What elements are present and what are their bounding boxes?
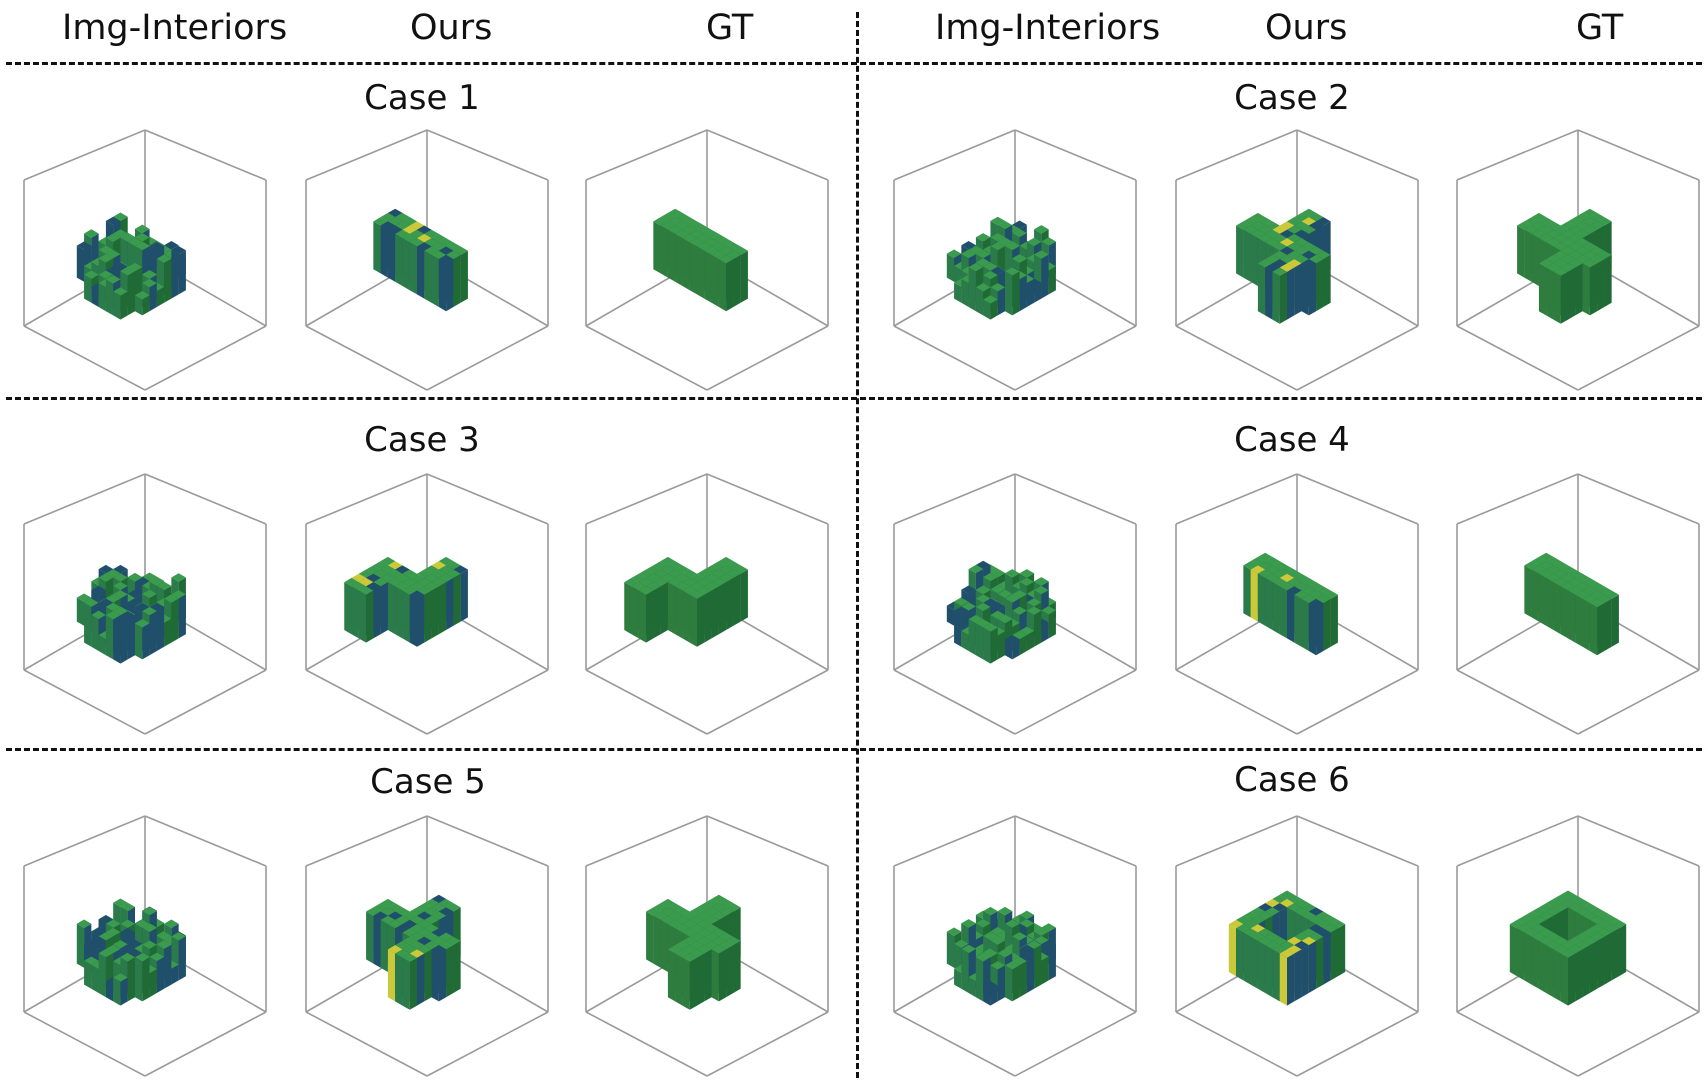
header-gt-right: GT (1576, 8, 1624, 48)
divider-row-1 (6, 397, 1702, 400)
case-4-title: Case 4 (1234, 420, 1350, 460)
case-1-gt-panel (582, 126, 832, 394)
voxel-shape (1509, 890, 1627, 1006)
axis-box (23, 815, 267, 1077)
voxel-shape (1517, 208, 1612, 324)
case-2-gt-voxels (1456, 129, 1700, 391)
axis-box (23, 129, 267, 391)
case-6-ours-panel (1172, 812, 1422, 1080)
case-5-gt-panel (582, 812, 832, 1080)
header-ours-right: Ours (1265, 8, 1348, 48)
voxel-shape (946, 216, 1056, 320)
voxel-shape (946, 560, 1056, 664)
header-img-interiors-right: Img-Interiors (935, 8, 1161, 48)
case-4-gt-voxels (1456, 473, 1700, 735)
case-3-gt-panel (582, 470, 832, 738)
case-3-ours-voxels (305, 473, 549, 735)
case-1-img-interiors-voxels (23, 129, 267, 391)
case-2-img-interiors-panel (890, 126, 1140, 394)
case-5-ours-voxels (305, 815, 549, 1077)
voxel-shape (1236, 208, 1331, 324)
header-ours-left: Ours (410, 8, 493, 48)
case-4-gt-panel (1453, 470, 1703, 738)
case-4-img-interiors-panel (890, 470, 1140, 738)
voxel-shape (1524, 552, 1619, 656)
voxel-shape (624, 556, 748, 647)
case-1-title: Case 1 (364, 78, 480, 118)
case-1-gt-voxels (585, 129, 829, 391)
case-6-gt-voxels (1456, 815, 1700, 1077)
case-5-title: Case 5 (370, 762, 486, 802)
axis-box (585, 473, 829, 735)
case-5-ours-panel (302, 812, 552, 1080)
case-1-ours-panel (302, 126, 552, 394)
case-5-img-interiors-voxels (23, 815, 267, 1077)
case-3-title: Case 3 (364, 420, 480, 460)
case-3-img-interiors-panel (20, 470, 270, 738)
case-3-ours-panel (302, 470, 552, 738)
voxel-shape (366, 894, 461, 1010)
divider-row-2 (6, 748, 1702, 751)
case-2-title: Case 2 (1234, 78, 1350, 118)
case-1-ours-voxels (305, 129, 549, 391)
case-6-img-interiors-panel (890, 812, 1140, 1080)
case-5-gt-voxels (585, 815, 829, 1077)
voxel-shape (76, 898, 186, 1006)
case-5-img-interiors-panel (20, 812, 270, 1080)
case-6-img-interiors-voxels (893, 815, 1137, 1077)
case-6-title: Case 6 (1234, 760, 1350, 800)
case-6-ours-voxels (1175, 815, 1419, 1077)
voxel-shape (653, 208, 748, 312)
voxel-shape (344, 556, 468, 647)
voxel-shape (946, 906, 1056, 1006)
divider-vertical (856, 12, 859, 1078)
voxel-shape (1228, 890, 1346, 1006)
voxel-shape (76, 564, 186, 664)
case-4-ours-voxels (1175, 473, 1419, 735)
case-2-gt-panel (1453, 126, 1703, 394)
case-2-ours-voxels (1175, 129, 1419, 391)
voxel-shape (76, 212, 186, 320)
case-1-img-interiors-panel (20, 126, 270, 394)
case-4-img-interiors-voxels (893, 473, 1137, 735)
case-3-img-interiors-voxels (23, 473, 267, 735)
voxel-shape (1243, 552, 1338, 656)
case-4-ours-panel (1172, 470, 1422, 738)
case-2-img-interiors-voxels (893, 129, 1137, 391)
case-6-gt-panel (1453, 812, 1703, 1080)
divider-header (6, 62, 1702, 65)
case-3-gt-voxels (585, 473, 829, 735)
voxel-shape (373, 208, 468, 312)
header-img-interiors-left: Img-Interiors (62, 8, 288, 48)
case-2-ours-panel (1172, 126, 1422, 394)
axis-box (1456, 473, 1700, 735)
voxel-shape (646, 894, 741, 1010)
header-gt-left: GT (706, 8, 754, 48)
axis-box (585, 129, 829, 391)
